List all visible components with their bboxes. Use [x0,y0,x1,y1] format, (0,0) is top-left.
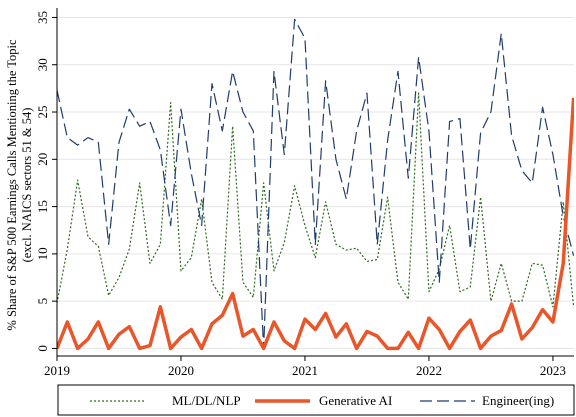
series-line-engineer-ing [57,18,574,350]
x-tick-label-3: 2022 [416,363,442,378]
y-tick-label-1: 5 [35,298,50,305]
y-axis-title-line2: (excl. NAICS sectors 51 & 54) [20,108,34,263]
y-axis-title-line1: % Share of S&P 500 Earnings Calls Mentio… [5,39,19,331]
grid-lines [57,16,574,349]
y-tick-label-7: 35 [35,11,50,24]
legend: ML/DL/NLP Generative AI Engineer(ing) [57,384,575,416]
series-line-generative-ai [57,97,574,351]
x-tick-label-0: 2019 [44,363,70,378]
y-tick-label-4: 20 [35,153,50,166]
legend-box [57,384,575,416]
x-tick-label-1: 2020 [168,363,194,378]
ticks: 0 5 10 15 20 25 30 35 2019 2020 2021 2022 2023 [35,11,566,378]
y-tick-label-0: 0 [35,345,50,352]
legend-label-genai: Generative AI [319,393,392,408]
y-tick-label-6: 30 [35,58,50,71]
y-tick-label-5: 25 [35,106,50,119]
x-tick-label-2: 2021 [292,363,318,378]
legend-label-ml: ML/DL/NLP [172,393,241,408]
series-line-ml-dl-nlp [57,92,574,308]
axes [56,8,574,357]
y-tick-label-3: 15 [35,200,50,213]
x-tick-label-4: 2023 [540,363,566,378]
y-tick-label-2: 10 [35,247,50,260]
series-layer [57,18,574,351]
legend-label-eng: Engineer(ing) [482,393,554,408]
